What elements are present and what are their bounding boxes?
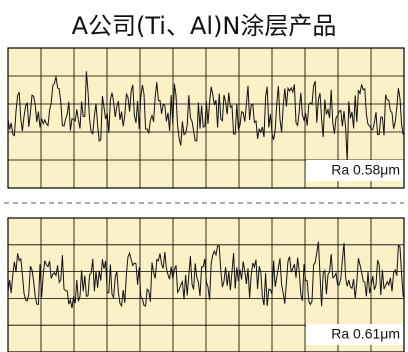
label-box [306,324,403,345]
profile-panel: Ra 0.58μm [7,47,405,189]
roughness-label: Ra 0.58μm [331,162,400,178]
profile-trace [7,241,404,309]
label-box [306,160,403,181]
title: A公司(Ti、Al)N涂层产品 [72,12,337,40]
profile-trace [7,71,404,162]
profile-panel: Ra 0.61μm [7,217,405,352]
roughness-label: Ra 0.61μm [331,326,400,342]
